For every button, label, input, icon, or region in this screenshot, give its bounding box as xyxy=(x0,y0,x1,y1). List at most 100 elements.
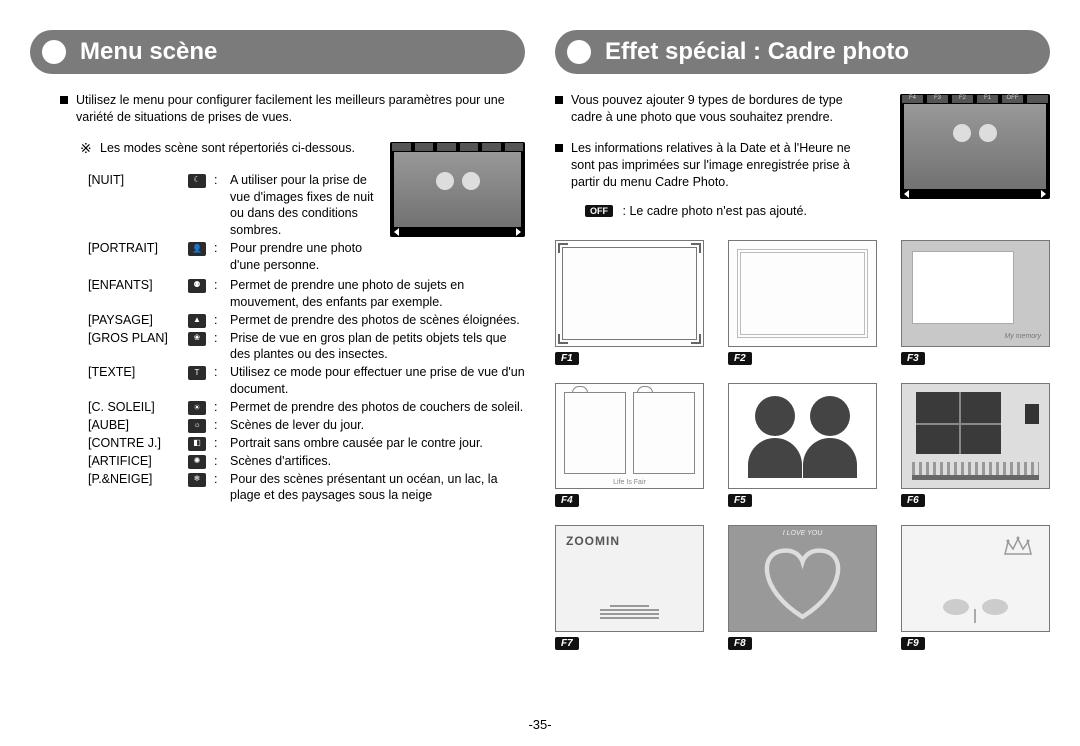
frame-label: F9 xyxy=(901,637,925,650)
mode-name: [NUIT] xyxy=(88,172,180,189)
mode-name: [PAYSAGE] xyxy=(88,312,180,329)
mode-name: [CONTRE J.] xyxy=(88,435,180,452)
mode-name: [ARTIFICE] xyxy=(88,453,180,470)
mode-name: [ENFANTS] xyxy=(88,277,180,294)
right-section-title: Effet spécial : Cadre photo xyxy=(555,30,1050,74)
frame-thumb-f8: I LOVE YOU xyxy=(728,525,877,631)
left-section-title: Menu scène xyxy=(30,30,525,74)
frame-cell: Life Is Fair F4 xyxy=(555,383,704,507)
mode-name: [AUBE] xyxy=(88,417,180,434)
scene-mode-list: [NUIT] ☾ : A utiliser pour la prise de v… xyxy=(88,172,376,274)
right-arrow-icon xyxy=(1041,190,1046,198)
crown-icon xyxy=(1003,536,1033,561)
landscape-icon: ▲ xyxy=(188,314,206,328)
frame-thumb-f7: ZOOMIN xyxy=(555,525,704,631)
mode-row: [ARTIFICE] ✺ : Scènes d'artifices. xyxy=(88,453,525,470)
left-intro-text: Utilisez le menu pour configurer facilem… xyxy=(76,92,515,126)
frame-label: F2 xyxy=(728,352,752,365)
frame-thumb-f4: Life Is Fair xyxy=(555,383,704,489)
frame-thumb-f2 xyxy=(728,240,877,346)
text-icon: T xyxy=(188,366,206,380)
frame-label: F8 xyxy=(728,637,752,650)
frame-thumb-f6 xyxy=(901,383,1050,489)
mode-row: [C. SOLEIL] ☀ : Permet de prendre des ph… xyxy=(88,399,525,416)
frame-label: F3 xyxy=(901,352,925,365)
frame-cell: F2 xyxy=(728,240,877,364)
mode-desc: Permet de prendre une photo de sujets en… xyxy=(230,277,525,311)
macro-icon: ❀ xyxy=(188,332,206,346)
beach-snow-icon: ❄ xyxy=(188,473,206,487)
left-arrow-icon xyxy=(394,228,399,236)
mode-name: [GROS PLAN] xyxy=(88,330,180,347)
square-bullet-icon xyxy=(555,96,563,104)
preview-bottom-bar xyxy=(900,189,1050,199)
page-number: -35- xyxy=(0,717,1080,732)
square-bullet-icon xyxy=(60,96,68,104)
frame-cell: F9 xyxy=(901,525,1050,649)
frame-grid: F1 F2 My memory F3 Life Is Fair F4 xyxy=(555,240,1050,649)
right-column: Effet spécial : Cadre photo Vous pouvez … xyxy=(555,30,1050,650)
frame-thumb-f1 xyxy=(555,240,704,346)
mode-name: [TEXTE] xyxy=(88,364,180,381)
left-list-heading-row: ※ Les modes scène sont répertoriés ci-de… xyxy=(80,140,366,158)
mode-desc: Pour prendre une photo d'une personne. xyxy=(230,240,376,274)
mode-desc: Permet de prendre des photos de scènes é… xyxy=(230,312,525,329)
night-icon: ☾ xyxy=(188,174,206,188)
children-icon: ⚉ xyxy=(188,279,206,293)
frame-cell: My memory F3 xyxy=(901,240,1050,364)
frame-cell: F6 xyxy=(901,383,1050,507)
preview-top-bar: F4 F3 F2 F1 OFF xyxy=(900,94,1050,104)
camera-lcd-preview xyxy=(390,142,525,237)
mode-name: [C. SOLEIL] xyxy=(88,399,180,416)
left-column: Menu scène Utilisez le menu pour configu… xyxy=(30,30,525,650)
mode-desc: Pour des scènes présentant un océan, un … xyxy=(230,471,525,505)
mode-row: [CONTRE J.] ◧ : Portrait sans ombre caus… xyxy=(88,435,525,452)
mode-desc: Scènes de lever du jour. xyxy=(230,417,525,434)
asterisk-icon: ※ xyxy=(80,139,92,158)
left-intro: Utilisez le menu pour configurer facilem… xyxy=(60,92,515,126)
dawn-icon: ☼ xyxy=(188,419,206,433)
frame-label: F1 xyxy=(555,352,579,365)
mode-row: [NUIT] ☾ : A utiliser pour la prise de v… xyxy=(88,172,376,240)
right-intro-1-text: Vous pouvez ajouter 9 types de bordures … xyxy=(571,92,876,126)
frame-thumb-f3: My memory xyxy=(901,240,1050,346)
mode-desc: Permet de prendre des photos de couchers… xyxy=(230,399,525,416)
frame-label: F5 xyxy=(728,494,752,507)
right-intro-2: Les informations relatives à la Date et … xyxy=(555,140,876,191)
camera-lcd-preview-right: F4 F3 F2 F1 OFF xyxy=(900,94,1050,199)
backlight-icon: ◧ xyxy=(188,437,206,451)
mode-name: [PORTRAIT] xyxy=(88,240,180,257)
frame-label: F4 xyxy=(555,494,579,507)
mode-name: [P.&NEIGE] xyxy=(88,471,180,488)
mode-row: [GROS PLAN] ❀ : Prise de vue en gros pla… xyxy=(88,330,525,364)
portrait-icon: 👤 xyxy=(188,242,206,256)
mode-row: [ENFANTS] ⚉ : Permet de prendre une phot… xyxy=(88,277,525,311)
square-bullet-icon xyxy=(555,144,563,152)
mode-row: [PORTRAIT] 👤 : Pour prendre une photo d'… xyxy=(88,240,376,274)
sunset-icon: ☀ xyxy=(188,401,206,415)
off-chip-icon: OFF xyxy=(585,205,613,217)
preview-top-bar xyxy=(390,142,525,152)
mode-row: [PAYSAGE] ▲ : Permet de prendre des phot… xyxy=(88,312,525,329)
frame-label: F6 xyxy=(901,494,925,507)
frame-thumb-f9 xyxy=(901,525,1050,631)
frame-thumb-f5 xyxy=(728,383,877,489)
frame-cell: ZOOMIN F7 xyxy=(555,525,704,649)
mode-desc: Utilisez ce mode pour effectuer une pris… xyxy=(230,364,525,398)
mode-desc: A utiliser pour la prise de vue d'images… xyxy=(230,172,376,240)
left-list-heading: Les modes scène sont répertoriés ci-dess… xyxy=(100,140,355,157)
frame-cell: F5 xyxy=(728,383,877,507)
right-intro-2-text: Les informations relatives à la Date et … xyxy=(571,140,876,191)
off-description-text: Le cadre photo n'est pas ajouté. xyxy=(629,204,807,218)
left-arrow-icon xyxy=(904,190,909,198)
frame-label: F7 xyxy=(555,637,579,650)
preview-bottom-bar xyxy=(390,227,525,237)
scene-mode-list-cont: [ENFANTS] ⚉ : Permet de prendre une phot… xyxy=(88,277,525,504)
mode-row: [TEXTE] T : Utilisez ce mode pour effect… xyxy=(88,364,525,398)
fireworks-icon: ✺ xyxy=(188,455,206,469)
mode-row: [P.&NEIGE] ❄ : Pour des scènes présentan… xyxy=(88,471,525,505)
off-description-line: OFF : Le cadre photo n'est pas ajouté. xyxy=(585,204,886,218)
mode-row: [AUBE] ☼ : Scènes de lever du jour. xyxy=(88,417,525,434)
frame-cell: F1 xyxy=(555,240,704,364)
right-arrow-icon xyxy=(516,228,521,236)
